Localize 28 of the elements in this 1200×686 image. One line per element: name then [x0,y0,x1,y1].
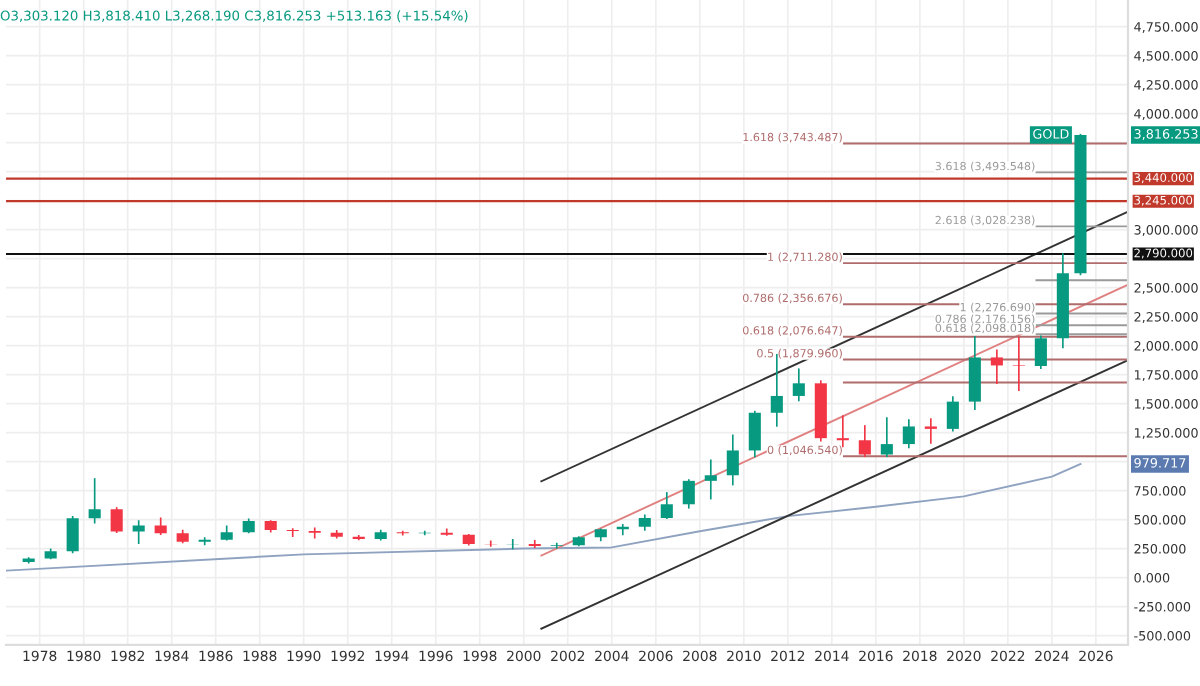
candlestick [792,368,805,402]
candlestick [924,418,937,444]
candlestick [660,492,673,519]
candlestick [990,349,1003,384]
candlestick [110,507,123,534]
candlestick [836,415,849,448]
candlestick [682,479,695,509]
candlestick [550,542,563,549]
candlestick [968,336,981,411]
candlestick [748,410,761,458]
candlestick [726,434,739,486]
candlestick [880,417,893,458]
line-series [6,462,1082,572]
candlestick [1012,336,1025,392]
candlestick [704,459,717,500]
candlestick [88,478,101,524]
candlestick [66,515,79,554]
candlestick [308,527,321,539]
candlestick [902,419,915,449]
candlestick [858,425,871,458]
candlestick [198,537,211,546]
candlestick [528,540,541,548]
candlestick [330,529,343,539]
candlestick [946,396,959,432]
candlestick [440,528,453,536]
candlestick [1034,335,1047,370]
candlestick [286,528,299,537]
candlestick [396,530,409,536]
